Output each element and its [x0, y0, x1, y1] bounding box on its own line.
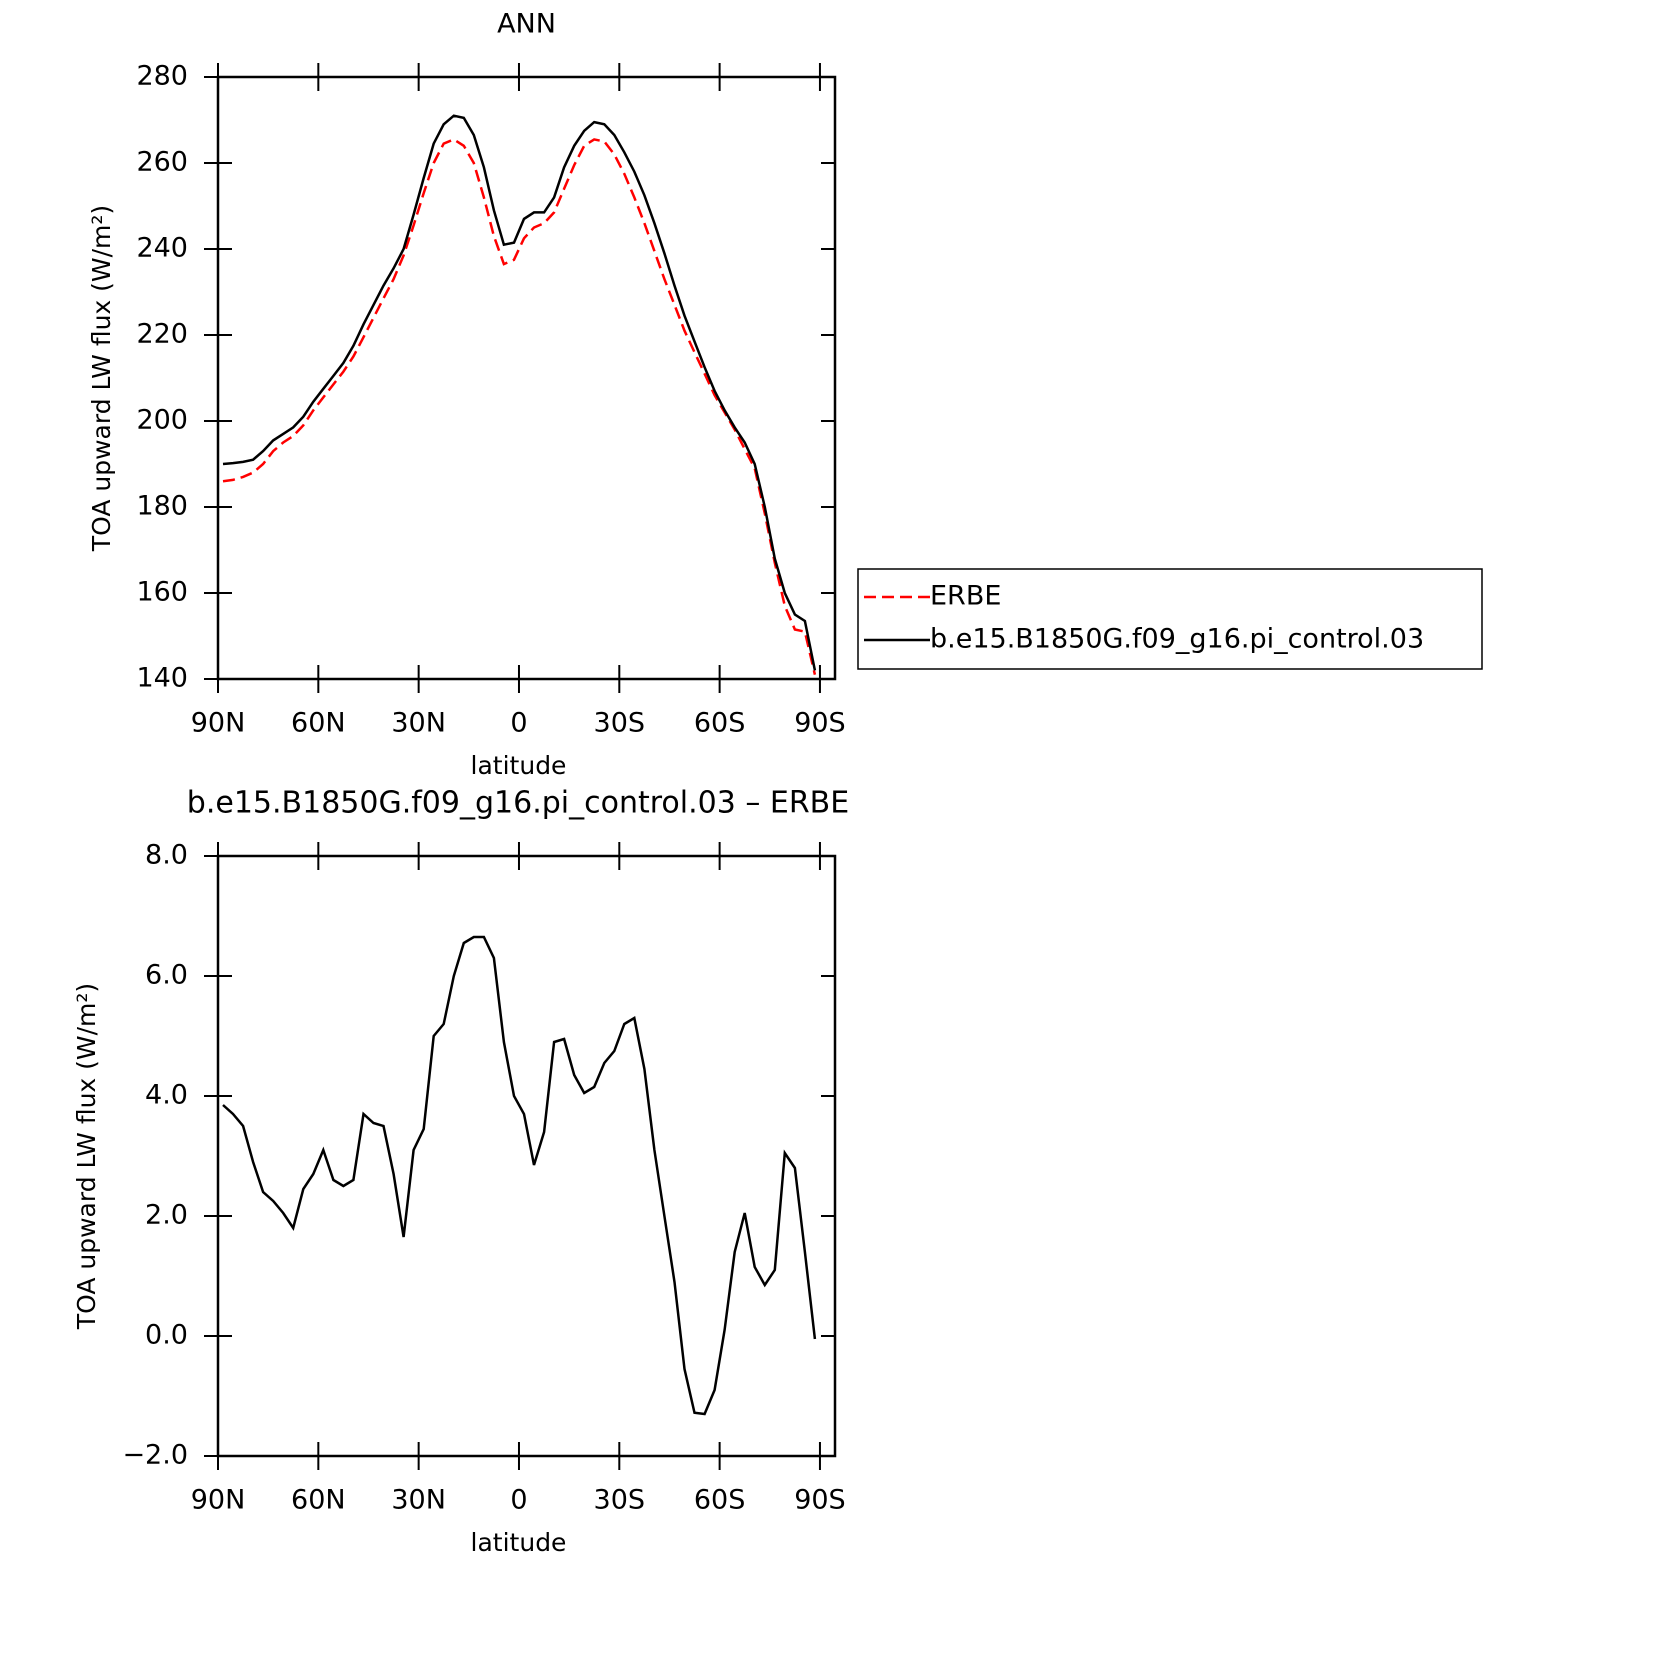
y-tick-label: 260 — [136, 147, 188, 178]
y-axis-label: TOA upward LW flux (W/m²) — [72, 983, 101, 1330]
x-tick-label: 60N — [291, 708, 346, 739]
x-tick-label: 30S — [594, 1485, 646, 1516]
x-tick-label: 90S — [794, 708, 846, 739]
chart-title: ANN — [497, 9, 556, 40]
x-tick-label: 60S — [694, 1485, 746, 1516]
legend-label: ERBE — [930, 581, 1001, 612]
y-tick-label: 6.0 — [145, 960, 188, 991]
legend-label: b.e15.B1850G.f09_g16.pi_control.03 — [930, 624, 1424, 655]
y-tick-label: 0.0 — [145, 1320, 188, 1351]
x-tick-label: 90S — [794, 1485, 846, 1516]
y-tick-label: 140 — [136, 663, 188, 694]
x-tick-label: 30N — [391, 1485, 446, 1516]
y-tick-label: 8.0 — [145, 840, 188, 871]
data-line — [222, 137, 817, 675]
data-line — [222, 935, 817, 1416]
x-tick-label: 0 — [510, 1485, 527, 1516]
y-tick-label: 160 — [136, 577, 188, 608]
y-tick-label: 4.0 — [145, 1080, 188, 1111]
y-tick-label: 180 — [136, 491, 188, 522]
x-axis-label: latitude — [471, 751, 567, 780]
x-axis-label: latitude — [471, 1528, 567, 1557]
x-tick-label: 60N — [291, 1485, 346, 1516]
y-tick-label: −2.0 — [122, 1440, 188, 1471]
y-tick-label: 200 — [136, 405, 188, 436]
y-tick-label: 220 — [136, 319, 188, 350]
plot-frame — [216, 75, 837, 681]
chart-title: b.e15.B1850G.f09_g16.pi_control.03 – ERB… — [187, 786, 849, 821]
x-tick-label: 60S — [694, 708, 746, 739]
x-tick-label: 30N — [391, 708, 446, 739]
y-axis-label: TOA upward LW flux (W/m²) — [87, 205, 116, 552]
y-tick-label: 240 — [136, 233, 188, 264]
x-tick-label: 0 — [510, 708, 527, 739]
legend-box — [857, 568, 1483, 670]
x-tick-label: 90N — [191, 1485, 246, 1516]
x-tick-label: 30S — [594, 708, 646, 739]
plot-frame — [216, 854, 837, 1458]
data-line — [222, 114, 817, 671]
y-tick-label: 2.0 — [145, 1200, 188, 1231]
x-tick-label: 90N — [191, 708, 246, 739]
y-tick-label: 280 — [136, 61, 188, 92]
